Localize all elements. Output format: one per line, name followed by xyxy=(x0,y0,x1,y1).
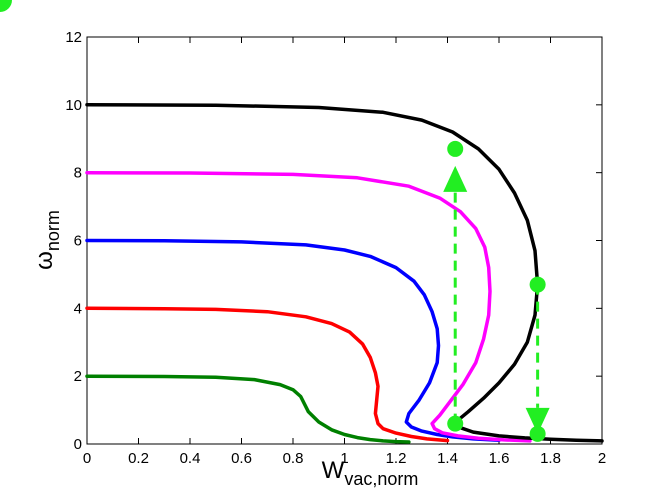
corner-dot-icon xyxy=(0,0,12,12)
x-tick-label: 1.2 xyxy=(386,450,407,467)
y-axis-label-main: ω xyxy=(31,251,58,270)
series-line-4 xyxy=(85,170,532,443)
series-line-2 xyxy=(85,306,450,443)
x-tick-label: 0.8 xyxy=(283,450,304,467)
x-tick-label: 0.2 xyxy=(128,450,149,467)
annotation-arrow-head xyxy=(525,407,550,434)
x-tick-label: 1.8 xyxy=(540,450,561,467)
x-axis-label-main: W xyxy=(322,457,345,484)
x-axis-label-sub: vac,norm xyxy=(344,469,418,489)
x-tick-label: 1.4 xyxy=(437,450,458,467)
y-tick-label: 10 xyxy=(65,97,82,114)
series-line-5 xyxy=(85,103,604,443)
ticks: 0 0.2 0.4 0.6 0.8 1 1.2 1.4 1.6 1.8 2 0 2 4 6 8 10 12 xyxy=(65,29,606,467)
y-axis-label: ωnorm xyxy=(31,210,63,270)
y-tick-label: 4 xyxy=(74,300,82,317)
x-tick-label: 1 xyxy=(340,450,348,467)
y-tick-label: 8 xyxy=(74,165,82,182)
y-tick-label: 0 xyxy=(74,436,82,453)
y-tick-label: 2 xyxy=(74,368,82,385)
annotation-point xyxy=(529,276,546,293)
annotation-point xyxy=(529,425,546,442)
series-line-1 xyxy=(85,374,411,444)
annotation-point xyxy=(447,140,464,157)
series-lines xyxy=(85,103,604,444)
annotation-point xyxy=(447,415,464,432)
x-tick-label: 0 xyxy=(83,450,91,467)
x-axis-label: Wvac,norm xyxy=(322,457,419,489)
x-tick-label: 2 xyxy=(598,450,606,467)
y-tick-label: 12 xyxy=(65,29,82,46)
x-tick-label: 0.6 xyxy=(231,450,252,467)
series-line-3 xyxy=(85,238,501,443)
x-tick-label: 0.4 xyxy=(180,450,201,467)
annotation-arrow-head xyxy=(443,165,468,192)
y-tick-label: 6 xyxy=(74,233,82,250)
x-tick-label: 1.6 xyxy=(489,450,510,467)
annotations xyxy=(443,140,550,442)
y-axis-label-sub: norm xyxy=(43,210,63,251)
